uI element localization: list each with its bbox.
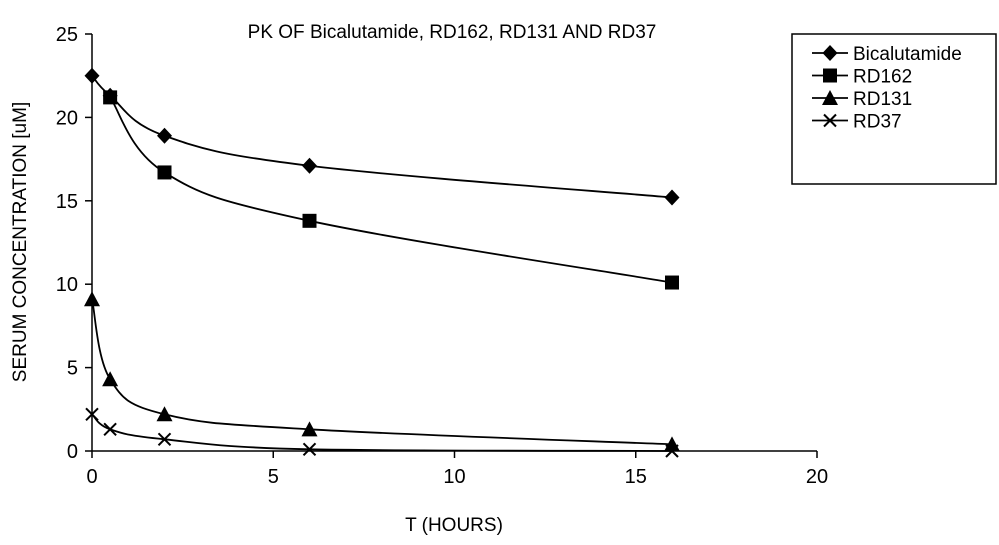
legend-label: RD162 <box>853 67 912 88</box>
data-point <box>84 291 100 307</box>
data-point <box>103 422 117 437</box>
series-line <box>91 75 673 199</box>
y-ticks: 0 5 10 15 20 25 <box>56 24 92 463</box>
series-triangle <box>84 291 680 452</box>
x-marker-stroke <box>823 113 837 128</box>
y-tick-label: 5 <box>67 358 78 380</box>
y-tick-label: 20 <box>56 107 78 129</box>
data-point <box>102 371 119 387</box>
series-line <box>91 299 673 446</box>
series-diamond <box>84 67 680 206</box>
x-marker-stroke <box>157 432 172 447</box>
data-point <box>301 421 318 437</box>
data-point <box>156 406 173 422</box>
x-marker-stroke <box>302 442 317 457</box>
x-tick-label: 15 <box>625 466 647 488</box>
y-tick-label: 0 <box>67 441 78 463</box>
x-tick-label: 10 <box>443 466 465 488</box>
legend-marker <box>822 45 838 61</box>
data-point <box>665 444 679 458</box>
data-point <box>157 432 172 447</box>
data-point <box>302 213 317 228</box>
series-line <box>109 96 673 284</box>
y-axis-title: SERUM CONCENTRATION [uM] <box>10 102 31 382</box>
data-point <box>157 127 172 144</box>
legend-item: RD37 <box>812 112 902 133</box>
legend-box <box>791 33 997 185</box>
axes <box>91 34 817 452</box>
legend-label: RD131 <box>853 89 912 110</box>
data-point <box>85 407 99 422</box>
x-tick-label: 0 <box>86 466 97 488</box>
data-point <box>157 165 172 180</box>
x-ticks: 0 5 10 15 20 <box>86 451 828 488</box>
data-point <box>302 157 317 174</box>
y-tick-label: 15 <box>56 191 78 213</box>
legend-marker <box>823 113 837 128</box>
x-tick-label: 20 <box>806 466 828 488</box>
series-x <box>85 407 679 458</box>
x-marker-stroke <box>85 407 99 422</box>
legend-label: Bicalutamide <box>853 44 962 65</box>
data-point <box>664 189 680 206</box>
legend-item: RD162 <box>812 67 912 88</box>
data-point <box>302 442 317 457</box>
legend-item: RD131 <box>812 89 912 110</box>
x-marker-stroke <box>103 422 117 437</box>
x-tick-label: 5 <box>268 466 279 488</box>
legend-marker <box>822 90 838 105</box>
series-square <box>103 90 679 290</box>
legend-item: Bicalutamide <box>812 44 962 65</box>
y-tick-label: 10 <box>56 274 78 296</box>
legend-label: RD37 <box>853 112 902 133</box>
series-layer <box>84 67 680 458</box>
x-axis-title: T (HOURS) <box>405 515 503 536</box>
legend-marker <box>823 68 837 83</box>
data-point <box>103 90 118 105</box>
data-point <box>84 67 100 84</box>
x-marker-stroke <box>665 444 679 458</box>
chart-title: PK OF Bicalutamide, RD162, RD131 AND RD3… <box>248 22 657 43</box>
y-tick-label: 25 <box>56 24 78 46</box>
data-point <box>665 275 679 290</box>
